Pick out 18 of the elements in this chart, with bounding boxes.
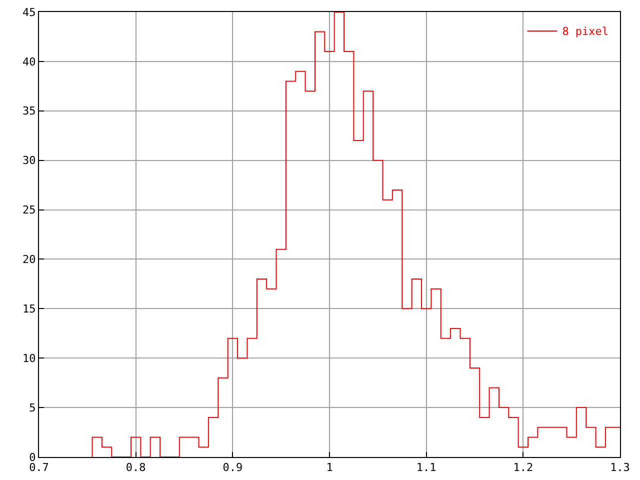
y-tick-label: 20	[22, 253, 36, 266]
x-tick-label: 1.2	[513, 461, 534, 474]
y-tick-label: 10	[22, 352, 36, 365]
x-tick-label: 0.9	[222, 461, 243, 474]
x-tick-label: 1	[326, 461, 333, 474]
y-tick-label: 25	[22, 204, 36, 217]
y-tick-label: 30	[22, 154, 36, 168]
y-tick-label: 0	[29, 450, 36, 464]
legend-label: 8 pixel	[562, 25, 609, 38]
y-tick-label: 35	[22, 104, 36, 118]
x-tick-label: 1.1	[416, 461, 436, 474]
x-tick-label: 0.7	[29, 461, 49, 474]
x-tick-label: 0.8	[126, 461, 146, 474]
y-tick-label: 5	[29, 401, 36, 414]
y-tick-label: 45	[22, 6, 36, 19]
y-tick-label: 40	[22, 55, 36, 68]
x-tick-label: 1.3	[610, 461, 630, 474]
y-tick-label: 15	[22, 302, 36, 316]
